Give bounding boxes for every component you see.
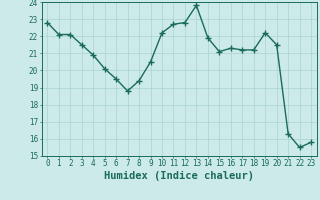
X-axis label: Humidex (Indice chaleur): Humidex (Indice chaleur) [104,171,254,181]
